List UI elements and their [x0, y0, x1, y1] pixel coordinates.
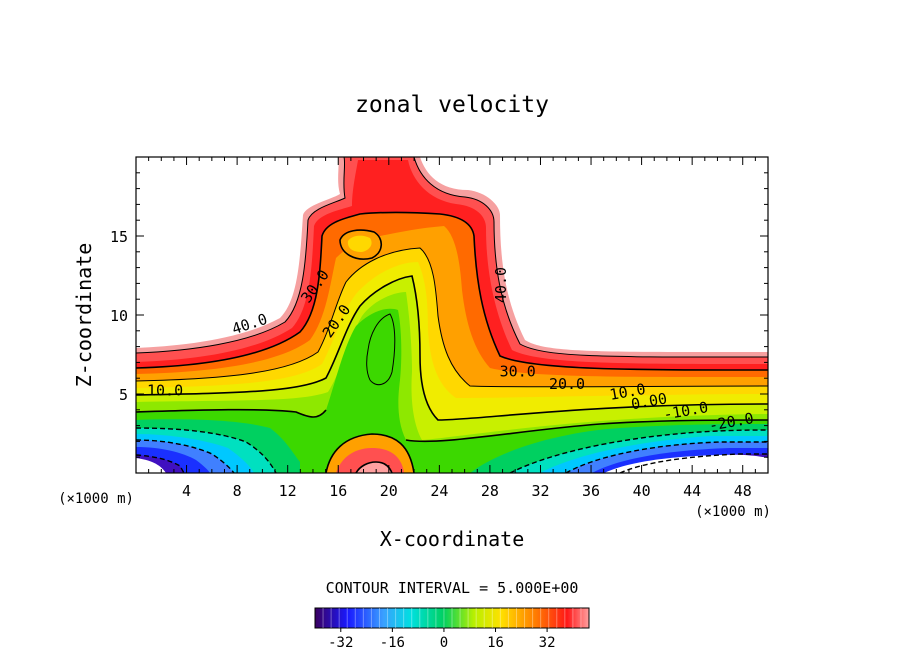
contour-line-20	[136, 247, 768, 388]
contour-line-neg10	[136, 427, 768, 473]
contour-interval-note: CONTOUR INTERVAL = 5.000E+00	[326, 579, 579, 597]
colorbar	[314, 607, 590, 629]
contour-label: 10.0	[608, 380, 647, 404]
x-tick-label: 32	[531, 482, 549, 500]
contour-label: 40.0	[492, 267, 510, 303]
colorbar-tick-label: -16	[380, 635, 405, 651]
chart-title: zonal velocity	[355, 92, 549, 118]
contour-line-40	[136, 157, 768, 358]
contour-field	[136, 157, 768, 473]
x-tick-label: 8	[233, 482, 242, 500]
x-tick-label: 20	[380, 482, 398, 500]
y-axis: 5 10 15	[110, 172, 768, 458]
x-unit-right: (×1000 m)	[695, 504, 771, 520]
contour-blank-left	[136, 458, 166, 473]
x-tick-label: 48	[734, 482, 752, 500]
contour-line-10	[136, 275, 768, 421]
colorbar-tick-label: 0	[440, 635, 448, 651]
x-unit-left: (×1000 m)	[58, 491, 134, 507]
contour-line-upper-cell	[339, 229, 383, 260]
colorbar-tick-label: 16	[487, 635, 504, 651]
contour-label: 30.0	[500, 362, 536, 380]
contour-line-low-jet	[325, 433, 415, 473]
y-axis-label: Z-coordinate	[72, 243, 96, 388]
contour-upper-cell-inner	[347, 235, 372, 252]
x-tick-label: 16	[329, 482, 347, 500]
colorbar-ticks: -32 -16 0 16 32	[328, 628, 556, 651]
x-axis-label: X-coordinate	[380, 527, 525, 551]
contour-blank-right	[604, 454, 768, 473]
x-tick-label: 12	[279, 482, 297, 500]
colorbar-tick-label: 32	[539, 635, 556, 651]
x-tick-label: 40	[633, 482, 651, 500]
contour-label: 10.0	[147, 381, 183, 399]
contour-green-core	[366, 314, 395, 385]
x-tick-label: 28	[481, 482, 499, 500]
x-tick-label: 4	[182, 482, 191, 500]
colorbar-stripes	[322, 608, 582, 628]
contour-line-30	[136, 211, 768, 371]
contour-lines	[136, 157, 768, 473]
contour-line-0	[136, 408, 768, 443]
y-tick-label: 15	[110, 228, 128, 246]
contour-label: 0.00	[630, 389, 669, 413]
x-tick-label: 24	[430, 482, 448, 500]
contour-label: 20.0	[549, 375, 585, 393]
x-axis: 4 8 12 16 20 24 28 32 36 40 44 48	[148, 157, 756, 500]
contour-line-neg30	[136, 453, 768, 473]
contour-line-neg20	[136, 439, 768, 473]
x-tick-label: 36	[582, 482, 600, 500]
y-tick-label: 5	[119, 386, 128, 404]
x-tick-label: 44	[683, 482, 701, 500]
contour-line-green-core	[366, 313, 396, 386]
y-tick-label: 10	[110, 307, 128, 325]
colorbar-tick-label: -32	[328, 635, 353, 651]
